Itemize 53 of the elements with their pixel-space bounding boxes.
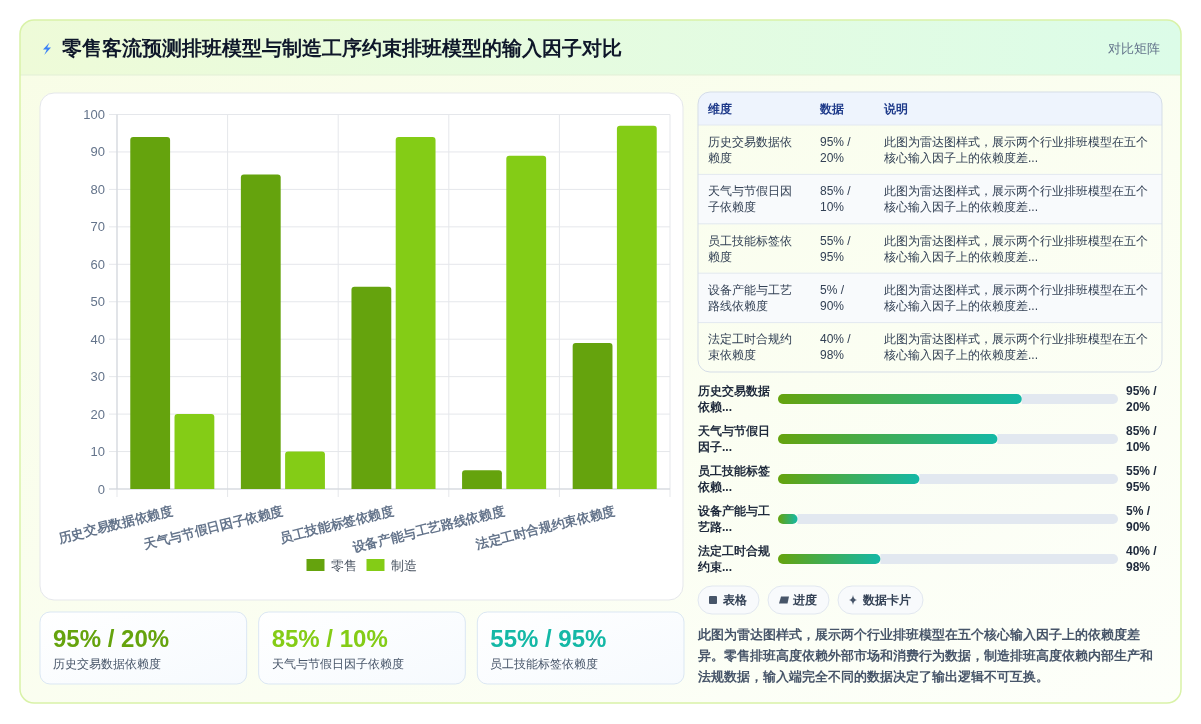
kpi-value: 85% / 10% [271, 624, 388, 652]
table-cell: 55% / 95% [820, 233, 851, 264]
y-tick-label: 80 [90, 181, 105, 197]
chip-label: 数据卡片 [863, 593, 911, 607]
y-tick-label: 40 [90, 331, 105, 347]
kpi-label: 员工技能标签依赖度 [490, 657, 599, 671]
y-tick-label: 法定工时合规约束... [698, 544, 770, 574]
title: 零售客流预测排班模型与制造工序约束排班模型的输入因子对比 [62, 37, 622, 59]
subtitle: 对比矩阵 [1108, 40, 1160, 56]
y-tick-label: 员工技能标签依赖... [698, 464, 770, 494]
y2-tick-label: 95% / 20% [1126, 384, 1157, 414]
table-cell: 此图为雷达图样式，展示两个行业排班模型在五个核心输入因子上的依赖度差... [884, 332, 1148, 363]
table-cell: 此图为雷达图样式，展示两个行业排班模型在五个核心输入因子上的依赖度差... [884, 184, 1148, 215]
table-cell: 85% / 10% [820, 184, 851, 215]
table-cell: 40% / 98% [820, 332, 851, 363]
table-cell: 员工技能标签依赖度 [708, 233, 792, 264]
y-tick-label: 70 [90, 219, 105, 235]
y-tick-label: 0 [97, 481, 105, 497]
table-header: 说明 [884, 101, 908, 116]
table-cell: 5% / 90% [820, 282, 845, 313]
table-cell: 设备产能与工艺路线依赖度 [708, 282, 792, 313]
y-tick-label: 历史交易数据依赖... [698, 384, 770, 414]
table-cell: 95% / 20% [820, 134, 851, 165]
chip-label: 进度 [793, 593, 817, 607]
note: 此图为雷达图样式，展示两个行业排班模型在五个核心输入因子上的依赖度差异。零售排班高度依赖外部市场和消费行为数据，制造排班高度依赖内部生产和法规数据，输入端完全不同的数据决定了输出逻辑不可互换。 [698, 626, 1153, 684]
table-header: 维度 [708, 101, 732, 116]
y-tick-label: 10 [90, 444, 105, 460]
y-tick-label: 100 [83, 107, 105, 122]
table-cell: 此图为雷达图样式，展示两个行业排班模型在五个核心输入因子上的依赖度差... [884, 134, 1148, 165]
legend-label: 零售 [330, 557, 357, 573]
y-tick-label: 60 [90, 256, 105, 272]
kpi-value: 55% / 95% [490, 624, 607, 652]
kpi-label: 历史交易数据依赖度 [53, 657, 161, 671]
chip-label: 表格 [723, 593, 747, 607]
y-tick-label: 90 [90, 144, 105, 160]
table-cell: 此图为雷达图样式，展示两个行业排班模型在五个核心输入因子上的依赖度差... [884, 233, 1148, 264]
y-tick-label: 设备产能与工艺路... [698, 504, 770, 534]
y-tick-label: 天气与节假日因子... [698, 424, 770, 454]
y2-tick-label: 85% / 10% [1126, 424, 1157, 454]
table-cell: 法定工时合规约束依赖度 [708, 332, 792, 363]
table-cell: 天气与节假日因子依赖度 [708, 184, 792, 215]
y-tick-label: 30 [90, 369, 105, 385]
y-tick-label: 20 [90, 406, 105, 422]
y2-tick-label: 40% / 98% [1126, 544, 1157, 574]
y-tick-label: 50 [90, 294, 105, 310]
y2-tick-label: 5% / 90% [1126, 504, 1151, 534]
legend-label: 制造 [390, 557, 417, 573]
table-cell: 此图为雷达图样式，展示两个行业排班模型在五个核心输入因子上的依赖度差... [884, 282, 1148, 313]
table-cell: 历史交易数据依赖度 [708, 134, 792, 165]
y2-tick-label: 55% / 95% [1126, 464, 1157, 494]
table-header: 数据 [820, 101, 844, 116]
kpi-value: 95% / 20% [53, 624, 170, 652]
kpi-label: 天气与节假日因子依赖度 [271, 657, 404, 671]
